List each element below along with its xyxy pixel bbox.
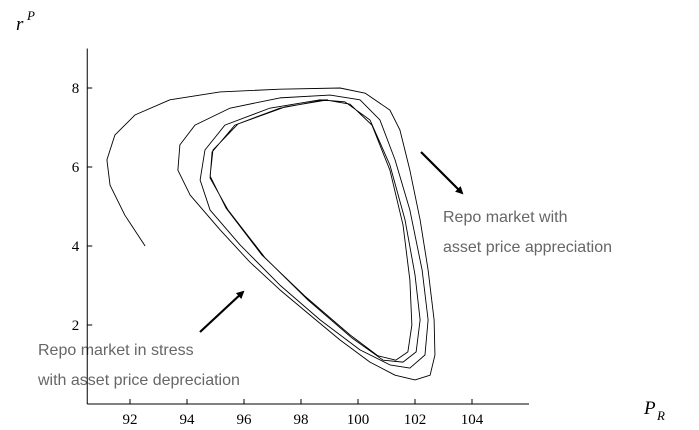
trajectory-line <box>106 87 436 381</box>
x-axis-label-sub: R <box>656 408 665 423</box>
x-tick-label: 92 <box>123 412 138 428</box>
arrow <box>199 290 245 333</box>
annotation: Repo market in stress <box>38 342 194 359</box>
arrow <box>420 151 464 195</box>
y-tick-label: 2 <box>72 318 80 334</box>
annotation: asset price appreciation <box>443 239 612 256</box>
y-tick-label: 4 <box>72 239 80 255</box>
x-tick-label: 98 <box>294 412 309 428</box>
x-tick-label: 104 <box>461 412 484 428</box>
x-tick-label: 100 <box>347 412 370 428</box>
y-axis-label: r <box>16 14 24 35</box>
annotation: with asset price depreciation <box>37 372 240 389</box>
y-tick-label: 6 <box>72 160 80 176</box>
annotation: Repo market with <box>443 209 568 226</box>
x-axis-label: P <box>643 398 656 419</box>
x-tick-label: 102 <box>404 412 427 428</box>
y-tick-label: 8 <box>72 81 80 97</box>
x-tick-label: 94 <box>180 412 196 428</box>
y-axis-label-sup: P <box>26 8 35 23</box>
x-tick-label: 96 <box>237 412 253 428</box>
